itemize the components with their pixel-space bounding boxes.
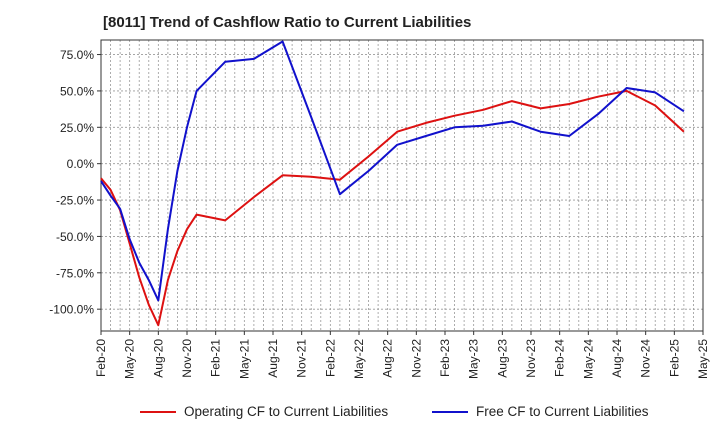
x-tick-label: Aug-23: [495, 339, 509, 378]
x-tick-label: May-22: [352, 339, 366, 379]
x-tick-label: Aug-24: [610, 339, 624, 378]
y-tick-label: 0.0%: [67, 157, 95, 171]
plot-frame: [100, 39, 704, 332]
grid-lines: [101, 40, 703, 331]
y-tick-label: -100.0%: [49, 303, 94, 317]
legend-item-operating-cf: Operating CF to Current Liabilities: [140, 404, 388, 419]
y-tick-label: 25.0%: [60, 121, 94, 135]
y-tick-label: 75.0%: [60, 48, 94, 62]
x-tick-label: Nov-20: [180, 339, 194, 378]
x-tick-label: Aug-21: [266, 339, 280, 378]
x-tick-label: Feb-25: [667, 339, 681, 377]
x-tick-label: Feb-22: [323, 339, 337, 377]
y-tick-label: -75.0%: [56, 266, 94, 280]
x-tick-label: Aug-22: [381, 339, 395, 378]
y-tick-label: 50.0%: [60, 84, 94, 98]
x-tick-label: Nov-21: [295, 339, 309, 378]
x-tick-label: Feb-23: [438, 339, 452, 377]
y-tick-label: -50.0%: [56, 230, 94, 244]
x-tick-label: Nov-23: [524, 339, 538, 378]
series-lines: [100, 40, 685, 327]
x-tick-label: Nov-22: [409, 339, 423, 378]
x-tick-label: May-23: [467, 339, 481, 379]
x-tick-label: Feb-20: [94, 339, 108, 377]
x-tick-label: May-25: [696, 339, 710, 379]
x-tick-label: May-21: [237, 339, 251, 379]
legend-swatch-operating-cf: [140, 410, 176, 413]
series-line-operating-cf: [100, 89, 685, 327]
legend-label-free-cf: Free CF to Current Liabilities: [476, 404, 649, 419]
x-tick-label: May-24: [581, 339, 595, 379]
x-tick-label: Feb-24: [553, 339, 567, 377]
x-tick-label: May-20: [123, 339, 137, 379]
x-tick-label: Nov-24: [639, 339, 653, 378]
legend-label-operating-cf: Operating CF to Current Liabilities: [184, 404, 389, 419]
legend-swatch-free-cf: [432, 410, 468, 413]
x-tick-label: Feb-21: [209, 339, 223, 377]
axes: 75.0% 50.0% 25.0% 0.0% -25.0% -50.0% -75.0% -10…: [49, 39, 710, 379]
chart-title: [8011] Trend of Cashflow Ratio to Curren…: [103, 14, 472, 31]
legend-item-free-cf: Free CF to Current Liabilities: [432, 404, 649, 419]
x-tick-label: Aug-20: [151, 339, 165, 378]
series-line-free-cf: [100, 40, 685, 302]
y-tick-label: -25.0%: [56, 194, 94, 208]
